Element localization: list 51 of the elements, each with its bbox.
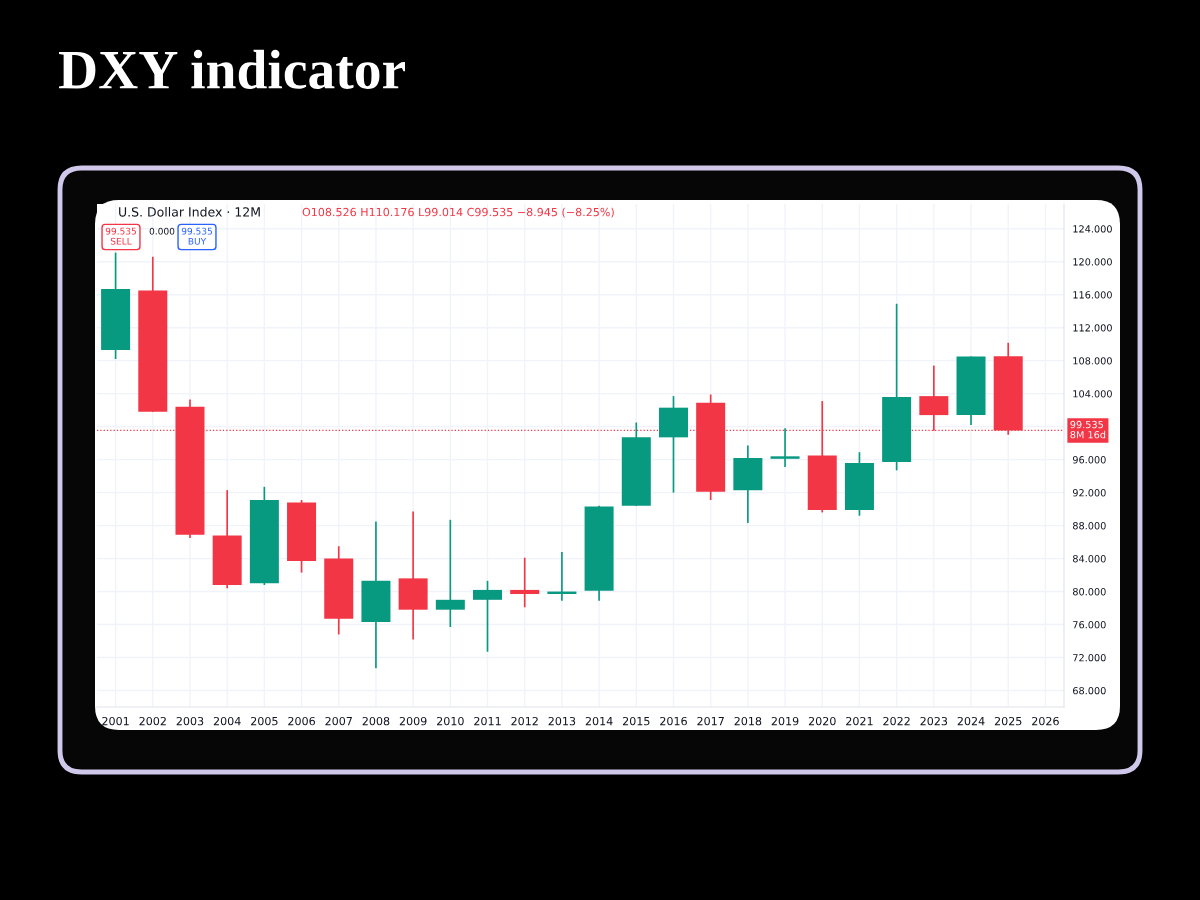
- x-tick-label: 2021: [846, 716, 873, 726]
- x-tick-label: 2007: [325, 716, 352, 726]
- y-tick-label: 112.000: [1073, 324, 1112, 332]
- x-tick-label: 2025: [994, 716, 1022, 726]
- y-tick-label: 116.000: [1073, 291, 1112, 299]
- x-tick-label: 2026: [1032, 716, 1059, 726]
- y-tick-label: 88.000: [1072, 522, 1106, 530]
- ref-line-label: 99.535 8M 16d: [1070, 420, 1106, 439]
- x-tick-label: 2018: [734, 716, 762, 726]
- y-tick-label: 68.000: [1073, 686, 1106, 695]
- y-tick-label: 108.000: [1073, 357, 1112, 365]
- x-tick-label: 2020: [808, 716, 836, 726]
- y-tick-label: 76.000: [1073, 621, 1106, 629]
- y-tick-label: 72.000: [1073, 654, 1106, 662]
- x-tick-label: 2019: [771, 716, 799, 726]
- candlestick: [473, 580, 503, 653]
- x-tick-label: 2005: [251, 716, 278, 726]
- y-tick-label: 124.000: [1073, 225, 1112, 233]
- annotation: 99.535 SELL: [105, 227, 137, 245]
- x-tick-label: 2016: [660, 716, 687, 726]
- x-tick-label: 2009: [399, 716, 427, 726]
- x-tick-label: 2001: [102, 716, 129, 726]
- x-tick-label: 2003: [176, 716, 204, 726]
- x-tick-label: 2010: [437, 716, 464, 726]
- candlestick: [510, 556, 540, 609]
- x-tick-label: 2012: [511, 716, 538, 726]
- x-tick-label: 2004: [213, 716, 241, 726]
- y-tick-label: 80.000: [1072, 588, 1106, 596]
- x-tick-label: 2014: [585, 716, 613, 726]
- y-tick-label: 92.000: [1072, 489, 1106, 497]
- x-tick-label: 2006: [288, 716, 315, 726]
- x-tick-label: 2015: [622, 716, 650, 726]
- annotation: 99.535 BUY: [181, 227, 213, 245]
- candlestick: [435, 518, 465, 628]
- x-tick-label: 2011: [474, 716, 501, 726]
- y-tick-label: 96.000: [1072, 456, 1106, 464]
- x-tick-label: 2008: [362, 716, 390, 726]
- y-tick-label: 84.000: [1072, 555, 1106, 563]
- annotation: 0.000: [149, 227, 175, 235]
- x-tick-label: 2024: [957, 716, 985, 726]
- y-tick-label: 104.000: [1073, 390, 1112, 398]
- x-tick-label: 2002: [139, 716, 166, 726]
- y-tick-label: 120.000: [1073, 258, 1112, 266]
- chart-title: DXY indicator: [58, 49, 406, 89]
- x-tick-label: 2017: [697, 716, 724, 726]
- x-tick-label: 2013: [548, 716, 576, 726]
- x-tick-label: 2022: [883, 716, 910, 726]
- x-tick-label: 2023: [920, 716, 948, 726]
- candlestick: [770, 427, 800, 468]
- chart-subtitle: U.S. Dollar Index · 12M: [119, 206, 260, 217]
- annotation: O108.526 H110.176 L99.014 C99.535 −8.945 (−8.25%): [302, 207, 614, 218]
